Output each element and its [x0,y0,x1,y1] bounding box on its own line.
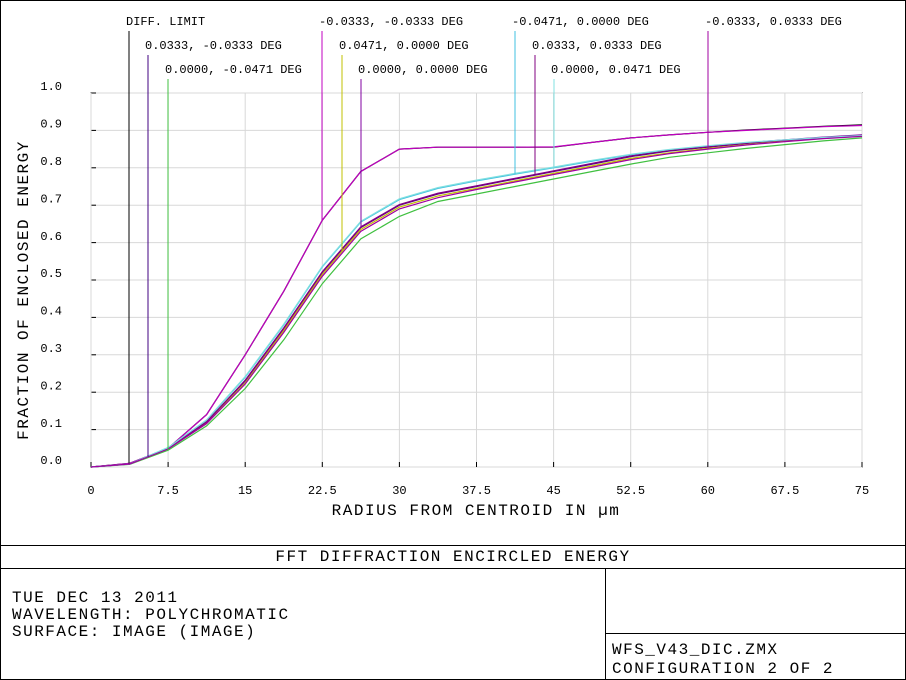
series-label: 0.0333, -0.0333 DEG [145,39,282,53]
y-tick-label: 0.2 [40,379,62,393]
x-tick-label: 7.5 [157,484,179,498]
series-label: 0.0000, 0.0471 DEG [551,63,681,77]
series-label: 0.0000, -0.0471 DEG [165,63,302,77]
report-title: FFT DIFFRACTION ENCIRCLED ENERGY [275,548,630,566]
x-tick-label: 15 [238,484,252,498]
x-tick-label: 52.5 [616,484,645,498]
y-tick-label: 0.4 [40,305,62,319]
x-tick-label: 30 [392,484,406,498]
y-tick-label: 0.6 [40,230,62,244]
x-tick-label: 67.5 [770,484,799,498]
x-tick-label: 45 [546,484,560,498]
series-line [90,134,863,468]
series-label: 0.0333, 0.0333 DEG [532,39,662,53]
file-name: WFS_V43_DIC.ZMX [612,641,779,659]
series-line [90,135,863,468]
x-tick-label: 75 [855,484,869,498]
configuration: CONFIGURATION 2 OF 2 [612,660,834,678]
series-label: 0.0471, 0.0000 DEG [339,39,469,53]
y-tick-label: 0.5 [40,267,62,281]
y-tick-label: 0.9 [40,118,62,132]
x-tick-label: 22.5 [308,484,337,498]
y-tick-label: 0.7 [40,192,62,206]
y-tick-label: 0.3 [40,342,62,356]
y-axis-label: FRACTION OF ENCLOSED ENERGY [15,140,33,440]
series-label: -0.0333, 0.0333 DEG [705,15,842,29]
series-label: -0.0471, 0.0000 DEG [512,15,649,29]
series-label: DIFF. LIMIT [126,15,205,29]
series-label: 0.0000, 0.0000 DEG [358,63,488,77]
y-tick-label: 0.8 [40,155,62,169]
x-axis-label: RADIUS FROM CENTROID IN µm [332,502,621,520]
surface: SURFACE: IMAGE (IMAGE) [12,623,256,641]
x-tick-label: 60 [701,484,715,498]
x-tick-label: 0 [87,484,94,498]
wavelength: WAVELENGTH: POLYCHROMATIC [12,606,290,624]
series-line [90,124,863,468]
date: TUE DEC 13 2011 [12,589,179,607]
y-tick-label: 0.0 [40,454,62,468]
series-line [90,137,863,468]
series-label: -0.0333, -0.0333 DEG [319,15,463,29]
x-tick-label: 37.5 [462,484,491,498]
y-tick-label: 0.1 [40,417,62,431]
y-tick-label: 1.0 [40,80,62,94]
series-line [90,135,863,468]
